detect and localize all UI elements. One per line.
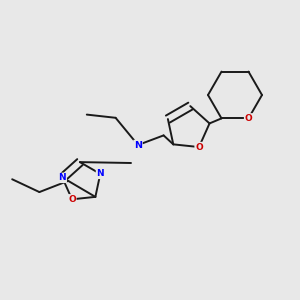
Text: N: N — [58, 173, 66, 182]
Text: O: O — [244, 114, 252, 123]
Text: N: N — [134, 140, 142, 149]
Text: O: O — [195, 142, 203, 152]
Text: O: O — [68, 195, 76, 204]
Text: N: N — [97, 169, 104, 178]
